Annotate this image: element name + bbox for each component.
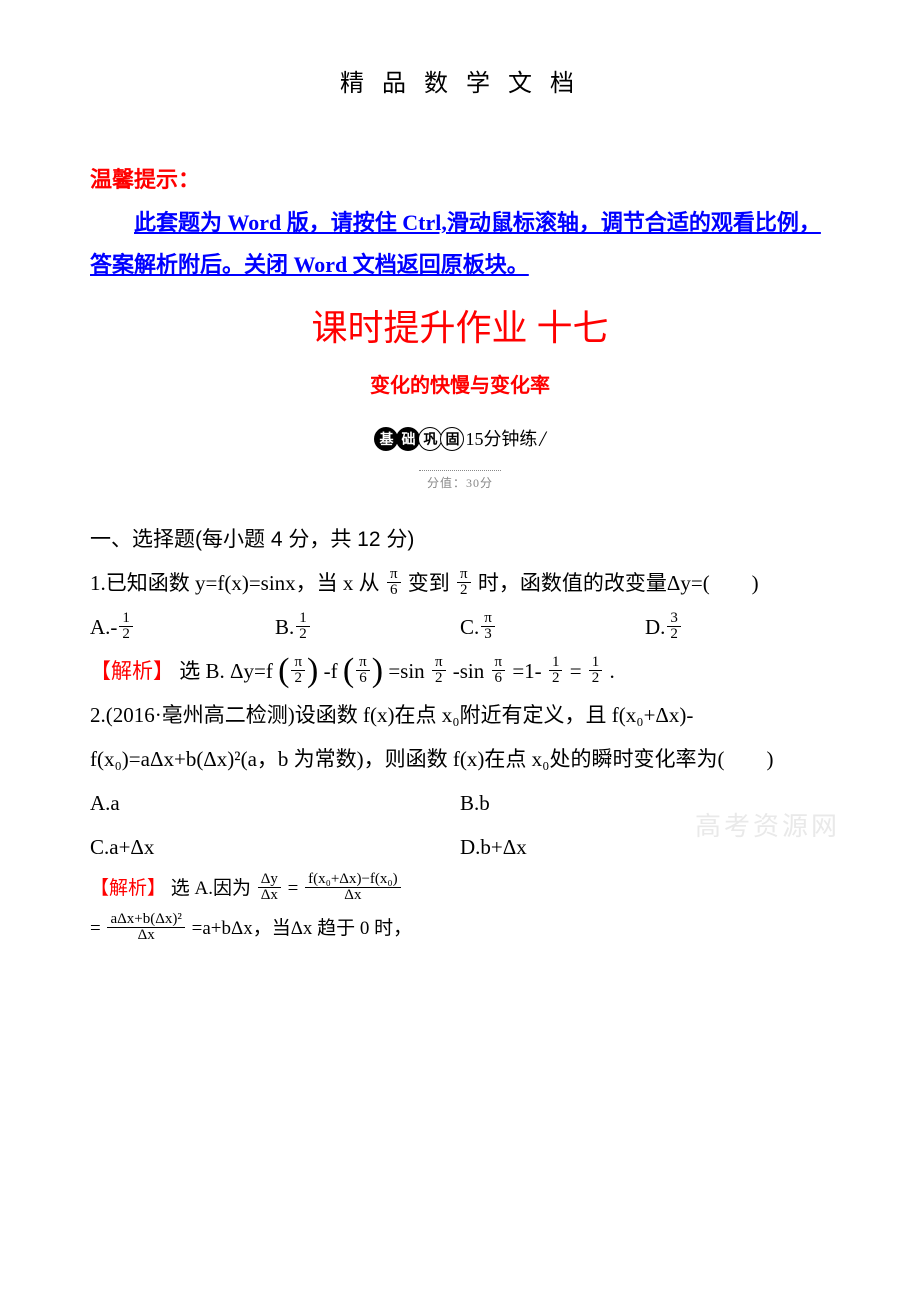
q1-optB-den: 2 [296,626,310,643]
q1-opt-b: B.12 [275,605,460,649]
q1-f3-den: 2 [432,670,446,687]
q1-frac-2: π2 [457,567,471,600]
question-1: 1.已知函数 y=f(x)=sinx，当 x 从 π6 变到 π2 时，函数值的… [90,561,830,605]
badge-char-1: 基 [374,427,398,451]
q1-optD-pre: D. [645,615,665,639]
q1-paren-1: (π2) [278,657,318,690]
badge-row: 基 础 巩 固 15分钟练 / [90,416,830,461]
main-title: 课时提升作业 十七 [90,292,830,364]
q1-frac1-den: 6 [387,582,401,599]
q1-optC-den: 3 [481,626,495,643]
q1-frac2-num: π [457,567,471,583]
q2-answer-line1: 【解析】 选 A.因为 ΔyΔx = f(x₀+Δx)−f(x₀)Δx [90,869,830,909]
q2-stem: 2.(2016·亳州高二检测)设函数 f(x)在点 x₀附近有定义，且 f(x₀… [90,703,773,771]
score-line: 分值：30分 [90,459,830,501]
q1-ans-a: 选 B. Δy=f [179,659,273,683]
q2-f2-num: f(x₀+Δx)−f(x₀) [305,872,401,888]
q2-f2-den: Δx [305,887,401,904]
q2-f1-den: Δx [258,887,281,904]
q1-ans-mid4: =1- [512,659,541,683]
q2-opt-c: C.a+Δx [90,825,460,869]
q2-line2-eq: = [90,918,101,939]
q1-answer: 【解析】 选 B. Δy=f (π2) -f (π6) =sin π2 -sin… [90,649,830,693]
q1-optB-num: 1 [296,611,310,627]
q1-options: A.-12 B.12 C.π3 D.32 [90,605,830,649]
q1-optA-pre: A.- [90,615,117,639]
hint-label: 温馨提示： [90,158,830,202]
badge-tail: 15分钟练 [465,421,537,457]
q1-f3-num: π [432,655,446,671]
q1-optD-den: 2 [667,626,681,643]
q1-ans-mid5: = [570,659,582,683]
q1-frac-1: π6 [387,567,401,600]
q1-frac2-den: 2 [457,582,471,599]
q1-ans-mid3: -sin [453,659,485,683]
q1-opt-d: D.32 [645,605,830,649]
badge-char-2: 础 [396,427,420,451]
q1-ans-mid2: =sin [388,659,424,683]
q1-optA-den: 2 [119,626,133,643]
q1-f6-den: 2 [589,670,603,687]
q2-f3-num: aΔx+b(Δx)² [107,912,184,928]
q2-f1-num: Δy [258,872,281,888]
q2-ans-label: 【解析】 [90,878,166,899]
q1-stem-b: 变到 [408,571,450,595]
badge-circles: 基 础 巩 固 [374,427,462,451]
q2-line2-tail: =a+bΔx，当Δx 趋于 0 时， [192,918,413,939]
q1-p2-den: 6 [356,670,370,687]
q1-p2-num: π [356,655,370,671]
q1-f4-num: π [492,655,506,671]
sub-title: 变化的快慢与变化率 [90,366,830,406]
q2-eq: = [288,878,299,899]
q1-stem-a: 1.已知函数 y=f(x)=sinx，当 x 从 [90,571,380,595]
q2-opt-a: A.a [90,781,460,825]
q1-stem-c: 时，函数值的改变量Δy=( ) [478,571,759,595]
q2-opt-d: D.b+Δx [460,825,830,869]
q1-ans-end: . [610,659,615,683]
q1-f4-den: 6 [492,670,506,687]
q2-options: A.a B.b C.a+Δx D.b+Δx [90,781,830,869]
q1-ans-mid1: -f [324,659,338,683]
q1-f5-den: 2 [549,670,563,687]
q1-opt-a: A.-12 [90,605,275,649]
q1-p1-den: 2 [291,670,305,687]
hint-body: 此套题为 Word 版，请按住 Ctrl,滑动鼠标滚轴，调节合适的观看比例，答案… [90,202,830,286]
q1-p1-num: π [291,655,305,671]
badge-char-4: 固 [440,427,464,451]
section-1-head: 一、选择题(每小题 4 分，共 12 分) [90,519,830,561]
q1-ans-label: 【解析】 [90,659,174,683]
q1-optC-num: π [481,611,495,627]
badge-char-3: 巩 [418,427,442,451]
q2-answer-line2: = aΔx+b(Δx)²Δx =a+bΔx，当Δx 趋于 0 时， [90,909,830,949]
doc-header: 精 品 数 学 文 档 [90,60,830,108]
q1-optB-pre: B. [275,615,294,639]
hint-block: 温馨提示： 此套题为 Word 版，请按住 Ctrl,滑动鼠标滚轴，调节合适的观… [90,158,830,286]
q1-paren-2: (π6) [343,657,383,690]
q2-f3-den: Δx [107,927,184,944]
q1-optC-pre: C. [460,615,479,639]
q1-opt-c: C.π3 [460,605,645,649]
badge-slash: / [539,417,545,461]
q1-f5-num: 1 [549,655,563,671]
q2-ans-a: 选 A.因为 [171,878,251,899]
score-text: 分值：30分 [419,470,501,495]
q1-f6-num: 1 [589,655,603,671]
q1-optA-num: 1 [119,611,133,627]
q1-optD-num: 3 [667,611,681,627]
question-2: 2.(2016·亳州高二检测)设函数 f(x)在点 x₀附近有定义，且 f(x₀… [90,693,830,781]
q1-frac1-num: π [387,567,401,583]
q2-opt-b: B.b [460,781,830,825]
